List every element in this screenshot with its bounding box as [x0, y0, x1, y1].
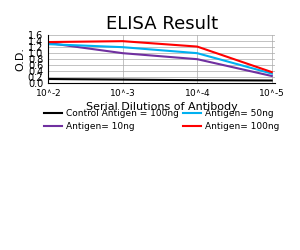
- Title: ELISA Result: ELISA Result: [106, 15, 218, 33]
- Antigen= 10ng: [121, 52, 124, 55]
- Control Antigen = 100ng: [270, 79, 274, 82]
- Antigen= 100ng: [121, 40, 124, 43]
- Line: Antigen= 10ng: Antigen= 10ng: [48, 43, 272, 76]
- Antigen= 10ng: [46, 42, 50, 44]
- Antigen= 10ng: [195, 58, 199, 61]
- Line: Control Antigen = 100ng: Control Antigen = 100ng: [48, 79, 272, 80]
- Control Antigen = 100ng: [195, 79, 199, 82]
- Legend: Control Antigen = 100ng, Antigen= 10ng, Antigen= 50ng, Antigen= 100ng: Control Antigen = 100ng, Antigen= 10ng, …: [40, 105, 283, 135]
- Antigen= 50ng: [46, 43, 50, 46]
- Control Antigen = 100ng: [121, 78, 124, 81]
- Y-axis label: O.D.: O.D.: [15, 46, 25, 70]
- Line: Antigen= 50ng: Antigen= 50ng: [48, 44, 272, 74]
- Antigen= 50ng: [195, 52, 199, 55]
- Antigen= 100ng: [46, 40, 50, 43]
- Antigen= 50ng: [270, 72, 274, 75]
- Antigen= 100ng: [195, 45, 199, 48]
- Antigen= 100ng: [270, 70, 274, 74]
- Antigen= 50ng: [121, 46, 124, 49]
- Control Antigen = 100ng: [46, 78, 50, 80]
- Line: Antigen= 100ng: Antigen= 100ng: [48, 41, 272, 72]
- Antigen= 10ng: [270, 74, 274, 78]
- X-axis label: Serial Dilutions of Antibody: Serial Dilutions of Antibody: [86, 102, 238, 112]
